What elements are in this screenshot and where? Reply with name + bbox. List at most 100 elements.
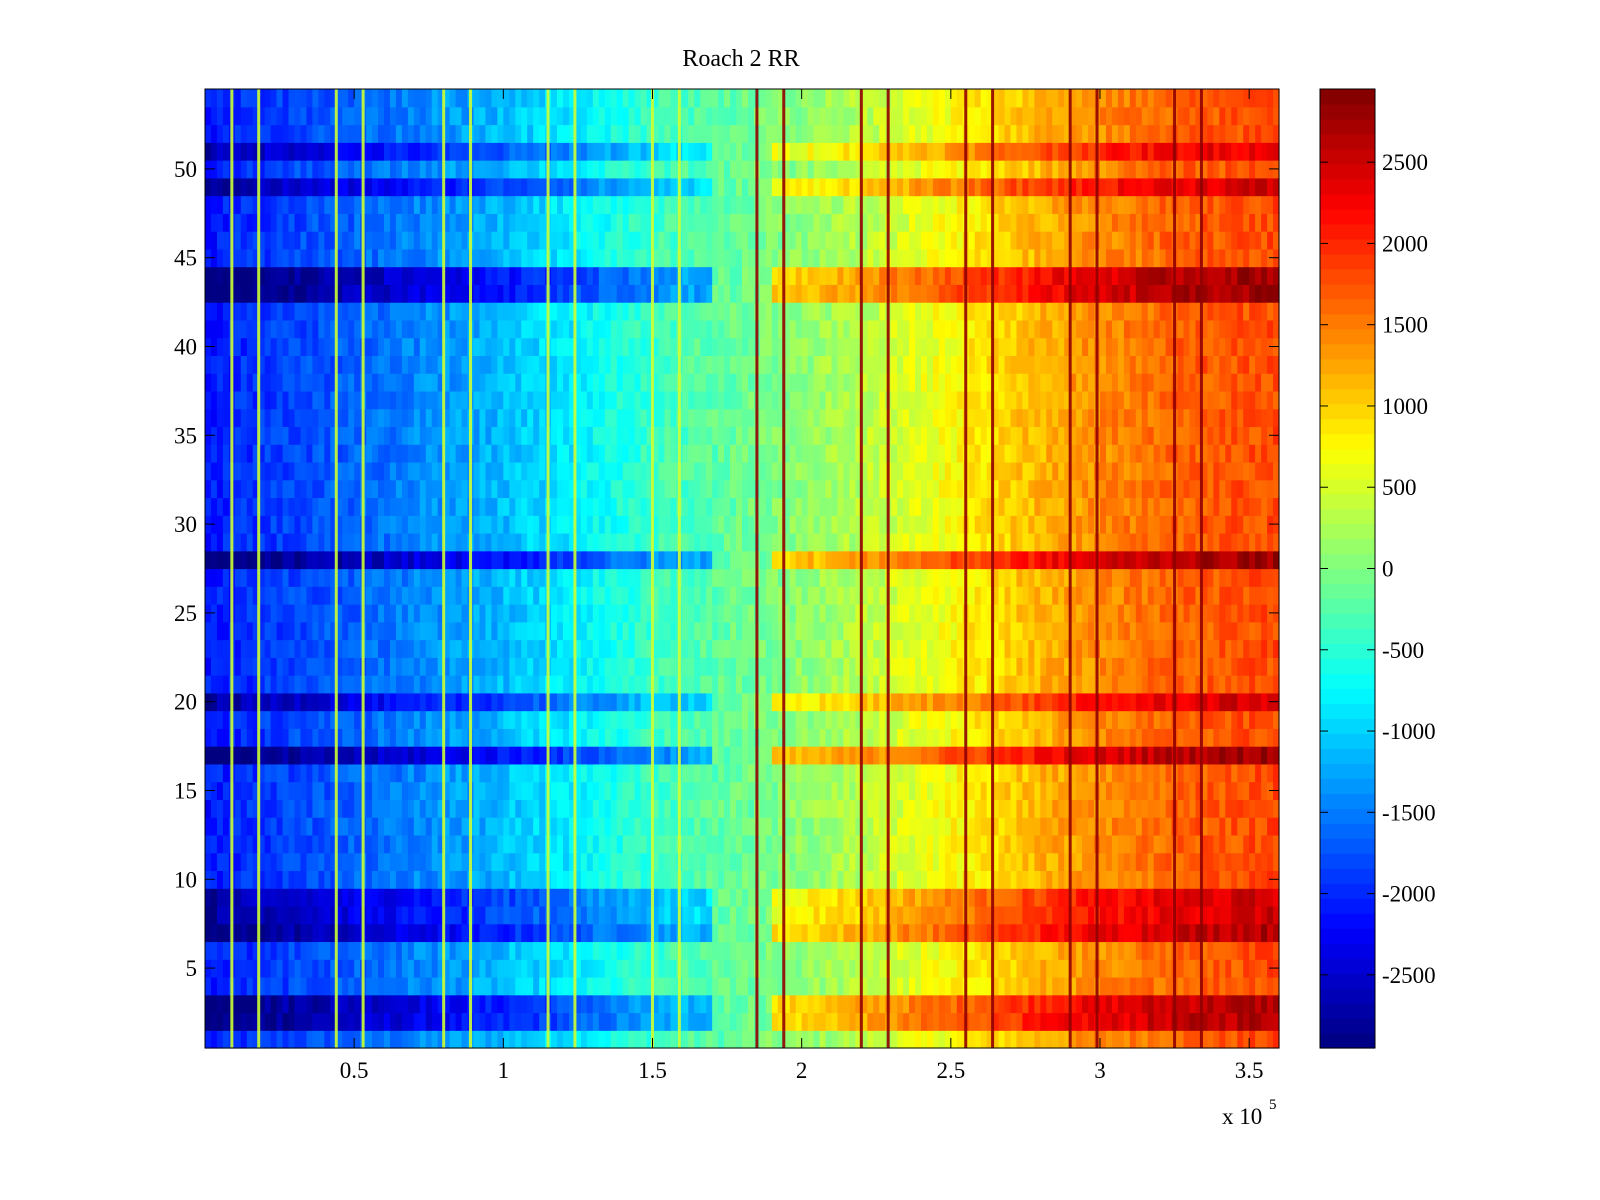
heatmap-cell — [694, 746, 701, 765]
heatmap-cell — [252, 994, 260, 1014]
heatmap-cell — [240, 746, 248, 765]
heatmap-cell — [342, 550, 349, 570]
heatmap-cell — [419, 657, 427, 676]
heatmap-cell — [968, 1030, 976, 1049]
heatmap-cell — [682, 852, 689, 872]
heatmap-cell — [1147, 923, 1155, 943]
heatmap-cell — [461, 870, 469, 889]
heatmap-cell — [813, 852, 821, 872]
heatmap-cell — [867, 550, 874, 570]
heatmap-cell — [210, 941, 218, 960]
heatmap-cell — [503, 692, 510, 712]
heatmap-cell — [509, 976, 516, 996]
heatmap-cell — [736, 1012, 743, 1031]
heatmap-cell — [1153, 1012, 1161, 1031]
heatmap-cell — [783, 1012, 791, 1031]
heatmap-cell — [801, 639, 809, 658]
heatmap-cell — [336, 870, 343, 889]
heatmap-cell — [306, 834, 313, 854]
heatmap-cell — [783, 817, 791, 836]
heatmap-cell — [1088, 1012, 1095, 1031]
heatmap-cell — [568, 763, 576, 783]
heatmap-cell — [246, 870, 254, 889]
heatmap-cell — [843, 1012, 850, 1031]
heatmap-cell — [646, 1012, 654, 1031]
heatmap-cell — [389, 763, 397, 783]
heatmap-cell — [485, 781, 492, 800]
heatmap-cell — [205, 586, 212, 605]
heatmap-cell — [366, 586, 373, 605]
heatmap-cell — [616, 852, 624, 872]
heatmap-cell — [1261, 994, 1268, 1014]
heatmap-cell — [515, 905, 522, 925]
heatmap-cell — [1249, 746, 1256, 765]
heatmap-cell — [1159, 923, 1167, 943]
heatmap-cell — [694, 710, 701, 729]
heatmap-cell — [485, 852, 492, 872]
heatmap-cell — [1010, 586, 1018, 605]
heatmap-cell — [622, 870, 630, 889]
heatmap-cell — [706, 675, 713, 694]
heatmap-cell — [449, 692, 457, 712]
heatmap-cell — [1022, 763, 1029, 783]
heatmap-cell — [443, 728, 451, 747]
heatmap-cell — [915, 994, 922, 1014]
heatmap-cell — [891, 834, 898, 854]
heatmap-cell — [324, 604, 331, 623]
heatmap-cell — [861, 746, 868, 765]
heatmap-cell — [789, 746, 797, 765]
heatmap-cell — [389, 959, 397, 978]
heatmap-cell — [389, 941, 397, 960]
heatmap-cell — [819, 870, 827, 889]
heatmap-cell — [849, 817, 856, 836]
heatmap-cell — [1219, 888, 1226, 907]
heatmap-cell — [318, 550, 325, 570]
heatmap-cell — [1249, 568, 1256, 587]
heatmap-cell — [640, 976, 648, 996]
heatmap-cell — [354, 888, 361, 907]
heatmap-cell — [771, 941, 779, 960]
heatmap-cell — [324, 621, 331, 641]
heatmap-cell — [1201, 834, 1208, 854]
heatmap-cell — [389, 1012, 397, 1031]
heatmap-cell — [234, 604, 242, 623]
heatmap-cell — [282, 923, 290, 943]
heatmap-cell — [574, 781, 582, 800]
heatmap-cell — [437, 586, 445, 605]
heatmap-cell — [503, 675, 510, 694]
heatmap-cell — [771, 817, 779, 836]
heatmap-cell — [1076, 923, 1083, 943]
heatmap-cell — [664, 888, 671, 907]
heatmap-cell — [986, 781, 994, 800]
heatmap-cell — [1088, 905, 1095, 925]
heatmap-cell — [747, 710, 755, 729]
heatmap-cell — [783, 781, 791, 800]
heatmap-cell — [789, 675, 797, 694]
heatmap-cell — [372, 923, 379, 943]
heatmap-cell — [205, 675, 212, 694]
heatmap-cell — [1010, 870, 1018, 889]
heatmap-cell — [944, 621, 952, 641]
heatmap-cell — [557, 604, 564, 623]
heatmap-cell — [694, 976, 701, 996]
heatmap-cell — [670, 976, 677, 996]
heatmap-cell — [324, 586, 331, 605]
heatmap-cell — [485, 657, 492, 676]
heatmap-cell — [288, 976, 296, 996]
heatmap-cell — [1249, 941, 1256, 960]
heatmap-cell — [789, 994, 797, 1014]
heatmap-cell — [1064, 1012, 1071, 1031]
heatmap-cell — [831, 550, 839, 570]
heatmap-cell — [861, 1012, 868, 1031]
heatmap-cell — [700, 799, 707, 818]
heatmap-cell — [312, 746, 319, 765]
heatmap-cell — [938, 994, 946, 1014]
heatmap-cell — [1261, 1012, 1268, 1031]
heatmap-cell — [568, 550, 576, 570]
heatmap-cell — [1243, 657, 1250, 676]
heatmap-cell — [568, 852, 576, 872]
heatmap-cell — [372, 604, 379, 623]
heatmap-cell — [849, 639, 856, 658]
heatmap-cell — [730, 692, 737, 712]
heatmap-cell — [288, 870, 296, 889]
